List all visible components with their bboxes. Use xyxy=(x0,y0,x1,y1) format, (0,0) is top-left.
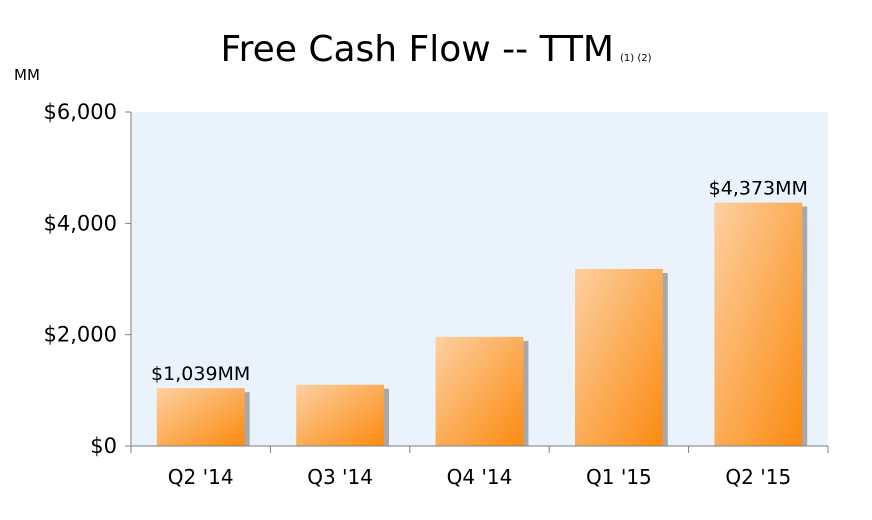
x-tick-label: Q1 '15 xyxy=(586,465,652,489)
data-label: $1,039MM xyxy=(151,363,250,385)
y-tick-label: $2,000 xyxy=(44,323,117,347)
bar xyxy=(296,384,385,446)
x-tick-label: Q3 '14 xyxy=(307,465,373,489)
bar xyxy=(714,202,803,446)
chart-title-footnote: (1) (2) xyxy=(620,53,652,64)
y-tick-label: $6,000 xyxy=(44,100,117,124)
x-tick-label: Q4 '14 xyxy=(447,465,513,489)
chart-title: Free Cash Flow -- TTM (1) (2) xyxy=(0,28,872,81)
axes-group xyxy=(125,111,829,453)
bars-group xyxy=(156,202,808,446)
bar xyxy=(574,268,663,446)
y-tick-label: $4,000 xyxy=(44,211,117,235)
labels-group: $1,039MM Q2 '14 Q3 '14 Q4 '14 Q1 '15 $4,373MM… xyxy=(44,100,808,489)
x-tick-label: Q2 '14 xyxy=(168,465,234,489)
chart-title-text: Free Cash Flow -- TTM xyxy=(220,29,614,70)
data-label: $4,373MM xyxy=(709,178,808,200)
x-tick-label: Q2 '15 xyxy=(725,465,791,489)
y-tick-label: $0 xyxy=(90,434,117,458)
bar xyxy=(435,336,524,446)
y-axis-unit-label: MM xyxy=(14,66,40,84)
bar xyxy=(156,388,245,446)
